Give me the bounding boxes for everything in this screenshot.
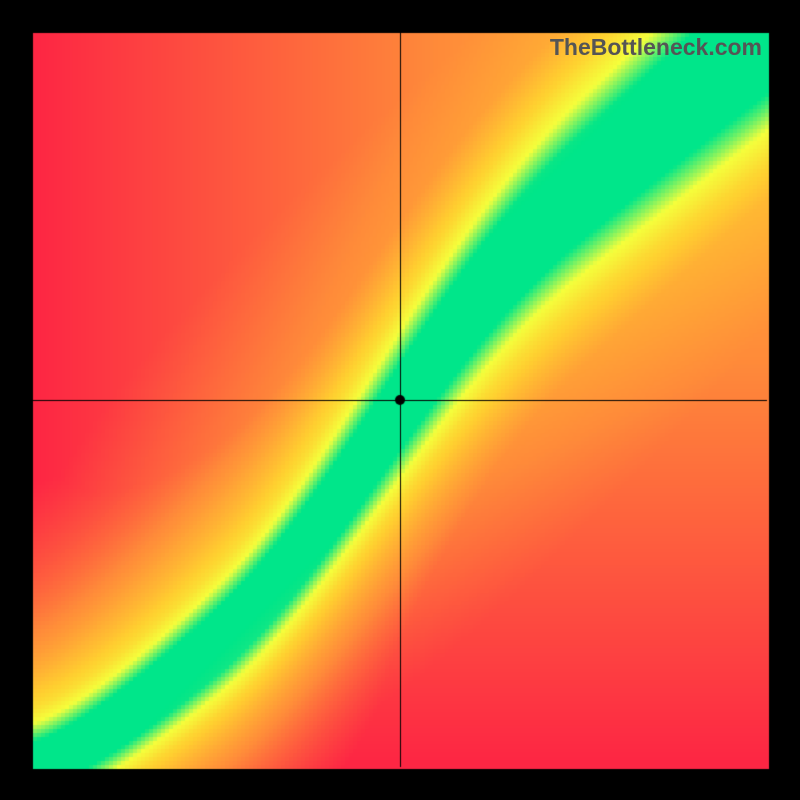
watermark-text: TheBottleneck.com [550, 34, 762, 61]
bottleneck-heatmap [0, 0, 800, 800]
